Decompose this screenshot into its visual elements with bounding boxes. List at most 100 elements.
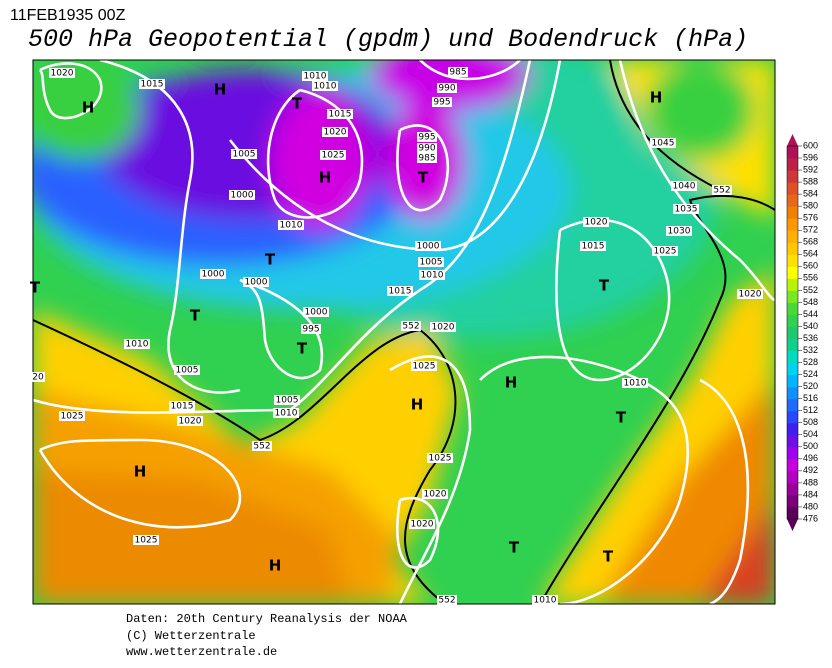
isobar-label: 1000 (231, 191, 254, 201)
legend-swatch (787, 374, 798, 388)
label-box (49, 68, 75, 78)
label-box (59, 411, 85, 421)
isobar-label: 1005 (276, 396, 299, 406)
legend-tick-label: 592 (803, 164, 818, 174)
pressure-center: H (214, 81, 227, 99)
label-box (532, 595, 558, 605)
isobar-label: 552 (402, 322, 419, 332)
legend-tick-label: 476 (803, 513, 818, 523)
label-box (231, 149, 257, 159)
map-title: 500 hPa Geopotential (gpdm) und Bodendru… (28, 25, 748, 54)
legend-swatch (787, 446, 798, 460)
pressure-center: T (616, 409, 627, 427)
legend-tick-label: 580 (803, 201, 818, 211)
label-box (437, 595, 457, 605)
isobar-label: 1015 (329, 110, 352, 120)
label-box (418, 257, 444, 267)
label-box (327, 109, 353, 119)
pressure-center: T (265, 251, 276, 269)
label-box (422, 489, 448, 499)
legend-tick-label: 548 (803, 297, 818, 307)
label-box (302, 71, 328, 81)
pressure-center: H (650, 89, 663, 107)
label-box (278, 220, 304, 230)
label-box (174, 365, 200, 375)
label-box (273, 408, 299, 418)
footer-line: Daten: 20th Century Reanalysis der NOAA (126, 612, 408, 626)
isobar-label: 1010 (534, 596, 557, 606)
legend-swatch (787, 254, 798, 267)
legend-tick-label: 572 (803, 225, 818, 235)
legend-tick-label: 584 (803, 189, 818, 199)
label-box (177, 416, 203, 426)
pressure-center: H (134, 463, 147, 481)
legend-swatch (787, 278, 798, 291)
label-box (583, 217, 609, 227)
legend-tick-label: 540 (803, 321, 818, 331)
legend-swatch (787, 290, 798, 303)
legend-swatch (787, 494, 798, 508)
label-box (401, 321, 421, 331)
label-box (419, 270, 445, 280)
label-box (432, 97, 452, 107)
isobar-label: 1020 (324, 128, 347, 138)
legend-tick-label: 532 (803, 345, 818, 355)
label-box (200, 269, 226, 279)
label-box (622, 378, 648, 388)
isobar-label: 1025 (654, 247, 677, 257)
label-box (673, 204, 699, 214)
legend-tick-label: 536 (803, 333, 818, 343)
legend-tick-label: 504 (803, 429, 818, 439)
label-box (387, 286, 413, 296)
isobar-label: 1015 (141, 80, 164, 90)
isobar-label: 1010 (624, 379, 647, 389)
isobar-label: 985 (449, 68, 466, 78)
isobar-label: 1005 (420, 258, 443, 268)
isobar-label: 1015 (582, 242, 605, 252)
label-box (437, 83, 457, 93)
isobar-label: 1000 (245, 278, 268, 288)
pressure-center: H (82, 99, 95, 117)
label-box (133, 535, 159, 545)
legend-tick-label: 520 (803, 381, 818, 391)
isobar-label: 1025 (413, 362, 436, 372)
pressure-center: T (292, 95, 303, 113)
date-label: 11FEB1935 00Z (10, 7, 126, 24)
isobar-label: 1015 (171, 402, 194, 412)
isobar-label: 1015 (389, 287, 412, 297)
label-box (652, 246, 678, 256)
legend-tick-label: 588 (803, 176, 818, 186)
isobar-label: 1020 (51, 69, 74, 79)
isobar-label: 1005 (176, 366, 199, 376)
pressure-center: H (505, 374, 518, 392)
legend-swatch (787, 146, 798, 159)
label-box (417, 132, 437, 142)
legend-swatch (787, 434, 798, 448)
legend-tick-label: 564 (803, 249, 818, 259)
legend-swatch (787, 242, 798, 255)
label-box (139, 79, 165, 89)
isobar-label: 990 (418, 144, 435, 154)
legend-tick-label: 556 (803, 273, 818, 283)
map-field (33, 60, 775, 604)
label-box (448, 67, 468, 77)
label-box (671, 181, 697, 191)
label-box (243, 277, 269, 287)
label-box (303, 307, 329, 317)
isobar-label: 1000 (305, 308, 328, 318)
isobar-label: 552 (438, 596, 455, 606)
legend-tick-label: 496 (803, 453, 818, 463)
legend-tick-label: 524 (803, 369, 818, 379)
legend-tick-label: 508 (803, 417, 818, 427)
label-box (252, 441, 272, 451)
legend-swatch (787, 206, 798, 219)
isobar-label: 1040 (673, 182, 696, 192)
legend-swatch (787, 458, 798, 472)
isobar-label: 1045 (652, 139, 675, 149)
legend-swatch (787, 230, 798, 243)
pressure-center: H (411, 396, 424, 414)
label-box (417, 143, 437, 153)
isobar-label: 1025 (61, 412, 84, 422)
